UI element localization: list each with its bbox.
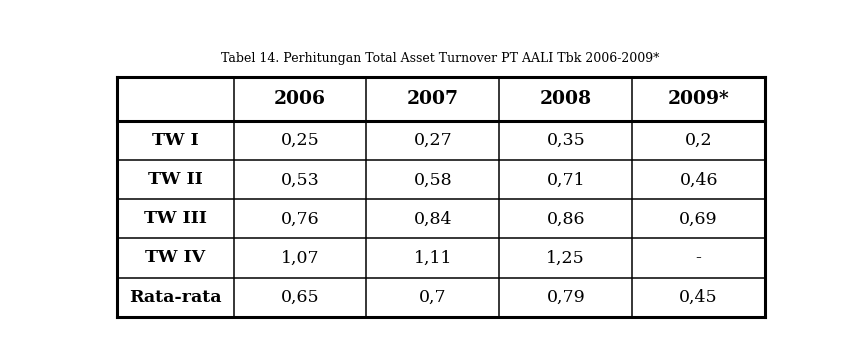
Text: 0,76: 0,76 (281, 210, 320, 227)
Text: 0,69: 0,69 (679, 210, 718, 227)
Text: 0,58: 0,58 (414, 171, 452, 188)
Text: TW III: TW III (144, 210, 207, 227)
Text: 0,35: 0,35 (546, 132, 585, 149)
Text: TW IV: TW IV (145, 249, 205, 266)
Text: 0,2: 0,2 (685, 132, 712, 149)
Text: TW I: TW I (152, 132, 198, 149)
Text: Tabel 14. Perhitungan Total Asset Turnover PT AALI Tbk 2006-2009*: Tabel 14. Perhitungan Total Asset Turnov… (221, 52, 660, 65)
Text: 0,46: 0,46 (679, 171, 718, 188)
Text: 0,79: 0,79 (546, 289, 585, 306)
Text: 0,7: 0,7 (419, 289, 447, 306)
Text: 2008: 2008 (539, 90, 592, 108)
Text: -: - (696, 249, 702, 266)
Text: TW II: TW II (148, 171, 203, 188)
Text: Rata-rata: Rata-rata (129, 289, 222, 306)
Text: 2006: 2006 (274, 90, 326, 108)
Text: 0,53: 0,53 (281, 171, 320, 188)
Text: 0,27: 0,27 (413, 132, 453, 149)
Text: 1,25: 1,25 (546, 249, 585, 266)
Text: 0,65: 0,65 (281, 289, 320, 306)
Text: 0,45: 0,45 (679, 289, 718, 306)
Text: 1,11: 1,11 (414, 249, 452, 266)
Text: 0,84: 0,84 (414, 210, 452, 227)
Text: 2009*: 2009* (667, 90, 729, 108)
Text: 2007: 2007 (407, 90, 459, 108)
Text: 0,71: 0,71 (546, 171, 585, 188)
Text: 0,25: 0,25 (281, 132, 320, 149)
Text: 1,07: 1,07 (281, 249, 320, 266)
Text: 0,86: 0,86 (546, 210, 585, 227)
